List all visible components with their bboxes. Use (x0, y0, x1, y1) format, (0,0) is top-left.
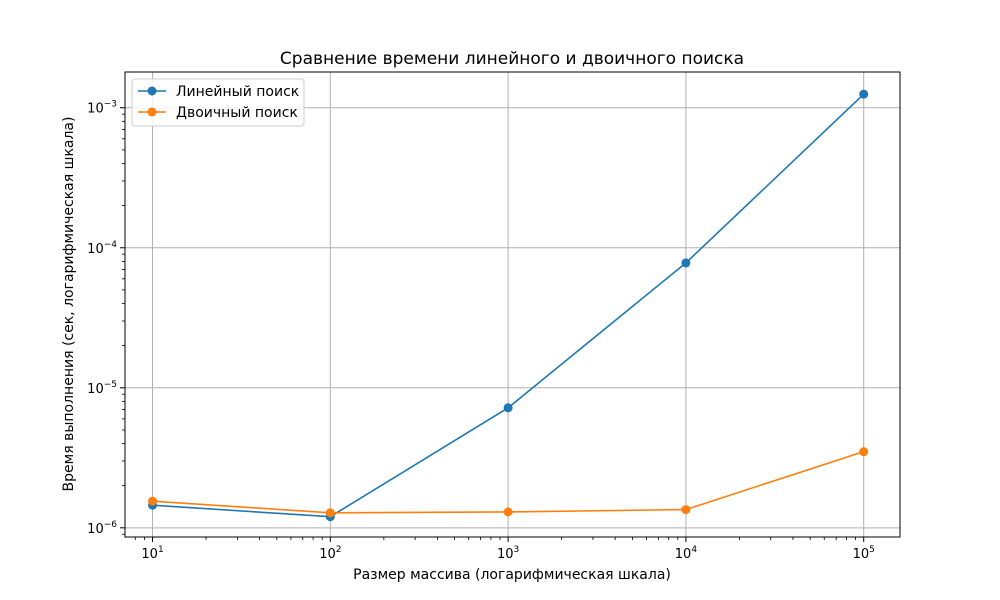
legend-label: Линейный поиск (176, 84, 299, 100)
data-point (681, 258, 691, 268)
legend-label: Двоичный поиск (176, 105, 298, 121)
y-tick-label: 10−5 (87, 380, 117, 397)
legend-item: Линейный поиск (138, 84, 299, 100)
data-point (681, 505, 691, 515)
plot-frame (124, 71, 901, 538)
y-axis-label: Время выполнения (сек, логарифмическая ш… (61, 117, 77, 492)
legend-box (131, 78, 305, 127)
legend: Линейный поиск Двоичный поиск (131, 78, 305, 127)
chart-title: Сравнение времени линейного и двоичного … (280, 49, 744, 69)
data-point (503, 507, 513, 517)
data-point (859, 447, 869, 457)
x-tick-label: 104 (675, 545, 698, 562)
x-axis: 101 102 103 104 105 (141, 537, 875, 562)
x-tick-label: 102 (319, 545, 341, 562)
x-tick-label: 101 (141, 545, 163, 562)
y-tick-label: 10−6 (87, 520, 117, 537)
x-axis-label: Размер массива (логарифмическая шкала) (353, 567, 671, 583)
series (148, 89, 869, 522)
x-tick-label: 105 (853, 545, 875, 562)
data-point (503, 403, 513, 413)
legend-marker (147, 107, 157, 117)
legend-marker (147, 86, 157, 96)
data-point (859, 89, 869, 99)
data-point (325, 508, 335, 518)
legend-item: Двоичный поиск (138, 105, 298, 121)
data-point (148, 496, 158, 506)
series-2 (148, 447, 869, 518)
y-tick-label: 10−4 (87, 240, 117, 257)
x-tick-label: 103 (497, 545, 519, 562)
y-axis: 10−6 10−5 10−4 10−3 (87, 100, 125, 537)
y-tick-label: 10−3 (87, 100, 117, 117)
